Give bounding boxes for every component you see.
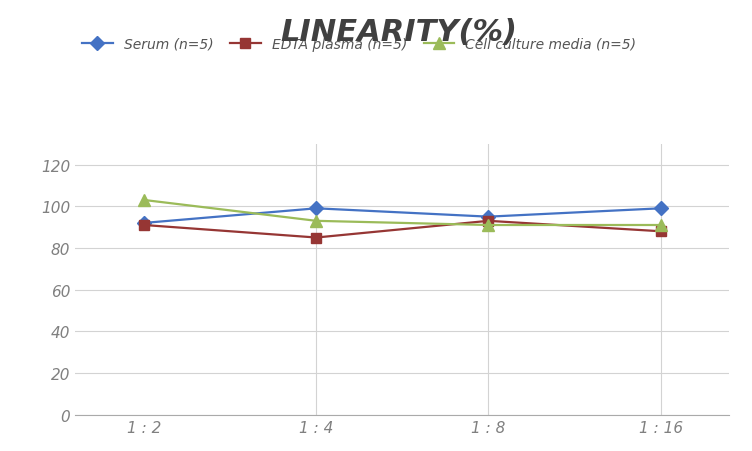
Line: Serum (n=5): Serum (n=5) <box>139 204 666 228</box>
Serum (n=5) <box>656 206 665 212</box>
Cell culture media (n=5) <box>140 198 149 203</box>
Line: Cell culture media (n=5): Cell culture media (n=5) <box>138 195 666 231</box>
EDTA plasma (n=5) <box>656 229 665 235</box>
EDTA plasma (n=5) <box>484 219 493 224</box>
Legend: Serum (n=5), EDTA plasma (n=5), Cell culture media (n=5): Serum (n=5), EDTA plasma (n=5), Cell cul… <box>82 37 636 51</box>
EDTA plasma (n=5) <box>140 223 149 228</box>
Serum (n=5) <box>140 221 149 226</box>
Serum (n=5) <box>312 206 321 212</box>
EDTA plasma (n=5) <box>312 235 321 241</box>
Text: LINEARITY(%): LINEARITY(%) <box>280 18 517 47</box>
Line: EDTA plasma (n=5): EDTA plasma (n=5) <box>139 216 666 243</box>
Serum (n=5) <box>484 215 493 220</box>
Cell culture media (n=5) <box>484 223 493 228</box>
Cell culture media (n=5) <box>312 219 321 224</box>
Cell culture media (n=5) <box>656 223 665 228</box>
